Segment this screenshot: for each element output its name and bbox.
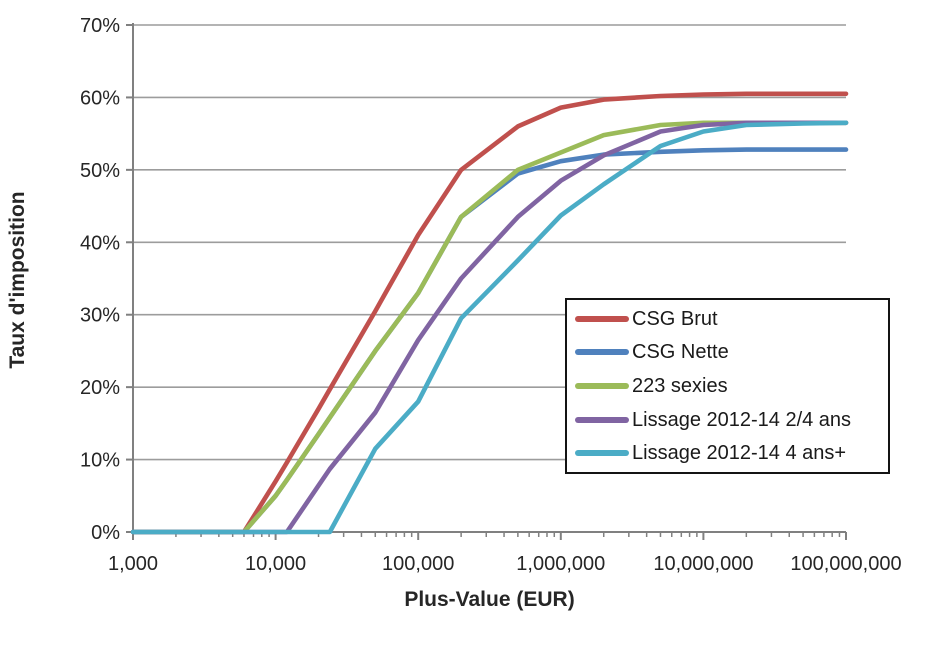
lissage-2-4-ans-line-swatch bbox=[575, 416, 629, 423]
legend-label: 223 sexies bbox=[632, 374, 728, 397]
legend-label: CSG Nette bbox=[632, 341, 729, 364]
legend-item-lissage-4-ans-plus: Lissage 2012-14 4 ans+ bbox=[575, 437, 888, 470]
y-tick-label: 60% bbox=[80, 87, 120, 109]
lissage-4-ans-plus-line-swatch bbox=[575, 450, 629, 457]
y-tick-label: 0% bbox=[91, 522, 120, 544]
csg-nette-line-swatch bbox=[575, 349, 629, 356]
legend: CSG Brut CSG Nette 223 sexies Lissage 20… bbox=[565, 298, 890, 474]
legend-item-223-sexies: 223 sexies bbox=[575, 369, 888, 402]
y-tick-label: 30% bbox=[80, 305, 120, 327]
legend-label: Lissage 2012-14 2/4 ans bbox=[632, 408, 852, 431]
x-tick-label: 100,000 bbox=[382, 553, 454, 575]
y-tick-label: 70% bbox=[80, 15, 120, 37]
x-axis-title: Plus-Value (EUR) bbox=[404, 588, 575, 611]
y-tick-label: 40% bbox=[80, 232, 120, 254]
series-line-lissage-2012-14-4-ans- bbox=[130, 120, 849, 535]
x-tick-label: 100,000,000 bbox=[790, 553, 901, 575]
x-tick-label: 1,000,000 bbox=[516, 553, 605, 575]
legend-item-csg-nette: CSG Nette bbox=[575, 336, 888, 369]
x-tick-label: 10,000,000 bbox=[653, 553, 753, 575]
legend-label: Lissage 2012-14 4 ans+ bbox=[632, 442, 847, 465]
y-axis-title: Taux d'imposition bbox=[6, 191, 29, 369]
legend-item-csg-brut: CSG Brut bbox=[575, 302, 888, 335]
y-tick-label: 10% bbox=[80, 450, 120, 472]
legend-label: CSG Brut bbox=[632, 307, 718, 330]
x-tick-label: 10,000 bbox=[245, 553, 306, 575]
legend-item-lissage-2-4-ans: Lissage 2012-14 2/4 ans bbox=[575, 403, 888, 436]
x-tick-label: 1,000 bbox=[108, 553, 158, 575]
csg-brut-line-swatch bbox=[575, 315, 629, 322]
y-tick-label: 50% bbox=[80, 160, 120, 182]
223-sexies-line-swatch bbox=[575, 382, 629, 389]
y-tick-label: 20% bbox=[80, 377, 120, 399]
